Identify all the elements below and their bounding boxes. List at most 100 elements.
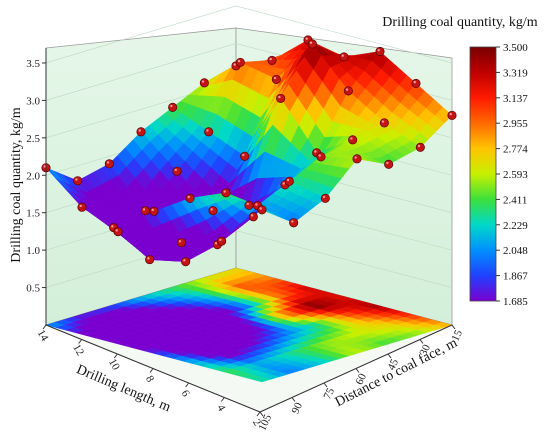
x-tick-label: 10: [106, 357, 122, 373]
data-point-highlight: [273, 76, 277, 80]
data-point-highlight: [106, 161, 110, 164]
colorbar-tick-label: 2.955: [503, 118, 528, 130]
data-point: [204, 127, 214, 137]
colorbar-tick-label: 1.685: [503, 296, 528, 308]
data-point: [73, 176, 83, 186]
data-point: [375, 46, 385, 57]
data-point-highlight: [449, 112, 452, 116]
data-point: [221, 188, 231, 198]
y-tick-label: 30: [418, 342, 434, 357]
data-point-highlight: [291, 220, 294, 223]
data-point-highlight: [377, 48, 380, 52]
data-point: [168, 102, 178, 112]
data-point-highlight: [309, 41, 313, 44]
y-tick-label: 15: [450, 328, 466, 343]
data-point-highlight: [147, 257, 150, 260]
data-point-highlight: [282, 182, 285, 185]
data-point-highlight: [151, 208, 154, 212]
data-point-highlight: [210, 208, 213, 211]
data-point: [77, 202, 87, 212]
data-point: [267, 55, 277, 65]
x-tick-mark: [42, 324, 47, 330]
data-point-highlight: [417, 144, 421, 148]
data-point-highlight: [255, 203, 258, 206]
data-point-highlight: [187, 195, 190, 199]
data-point: [244, 200, 254, 210]
colorbar-ticks: 3.500 3.319 3.137 2.955 2.774 2.593 2.411 2.229…: [496, 42, 528, 308]
x-tick-label: 14: [35, 328, 51, 344]
data-point: [352, 154, 362, 164]
surface-plot: [45, 39, 453, 262]
data-point: [217, 236, 227, 246]
y-tick-label: 75: [322, 386, 338, 401]
colorbar-tick-label: 1.867: [503, 271, 528, 283]
data-point-highlight: [381, 120, 385, 123]
data-point: [136, 127, 146, 137]
data-point: [185, 193, 195, 203]
data-point-highlight: [75, 178, 78, 181]
data-point: [271, 74, 281, 84]
data-point-highlight: [115, 229, 118, 232]
colorbar-tick-label: 2.411: [503, 194, 527, 206]
data-point-highlight: [219, 238, 222, 242]
data-point: [149, 206, 159, 216]
z-tick-label: 3.0: [26, 95, 40, 107]
y-tick-label: 60: [354, 371, 370, 386]
data-point-highlight: [345, 88, 349, 91]
data-point: [104, 159, 114, 169]
data-point-highlight: [250, 214, 254, 217]
data-point-highlight: [314, 150, 317, 153]
y-tick-label: 90: [290, 400, 306, 415]
colorbar-tick-label: 2.593: [503, 169, 528, 181]
floor-cell: [251, 376, 272, 383]
colorbar-tick-label: 2.048: [503, 245, 528, 257]
data-point-highlight: [201, 80, 205, 83]
data-point-highlight: [259, 207, 262, 210]
data-point-highlight: [174, 168, 177, 172]
colorbar: [469, 46, 497, 302]
data-point: [276, 93, 286, 103]
data-point-highlight: [183, 259, 186, 262]
data-point: [379, 118, 389, 128]
data-point-highlight: [413, 80, 416, 84]
data-point-highlight: [223, 190, 226, 193]
z-tick-label: 1.0: [26, 245, 40, 257]
data-point-highlight: [138, 129, 141, 132]
data-point-highlight: [43, 165, 46, 168]
data-point-highlight: [269, 57, 272, 61]
z-gridline: [45, 5, 453, 64]
data-point: [113, 227, 123, 237]
data-point: [307, 39, 317, 49]
z-tick-label: 0.5: [26, 283, 40, 295]
data-point: [348, 135, 358, 145]
data-point: [257, 205, 267, 215]
colorbar-tick-label: 3.137: [503, 93, 528, 105]
y-tick-mark: [451, 324, 456, 330]
x-tick-mark: [78, 339, 83, 344]
data-point: [339, 52, 349, 62]
x-tick-mark: [256, 411, 261, 417]
data-point: [289, 218, 299, 228]
data-point-highlight: [246, 202, 249, 206]
x-tick-mark: [185, 382, 190, 388]
x-tick-label: 6: [179, 388, 192, 399]
data-point: [316, 152, 326, 162]
data-point: [240, 151, 250, 161]
y-tick-mark: [387, 353, 392, 359]
x-tick-label: 12: [70, 342, 86, 358]
data-point: [415, 142, 425, 152]
data-point: [145, 255, 155, 265]
data-point-highlight: [79, 204, 82, 208]
colorbar-tick-label: 3.319: [503, 67, 528, 79]
y-tick-label: 105: [256, 412, 274, 432]
data-point-highlight: [233, 63, 236, 66]
z-gridline: [45, 230, 453, 288]
x-tick-label: 8: [143, 374, 156, 385]
data-point: [320, 193, 330, 203]
data-point: [411, 78, 421, 88]
data-point: [248, 212, 258, 222]
y-tick-mark: [291, 397, 296, 402]
data-point-highlight: [214, 242, 218, 245]
x-tick-mark: [220, 397, 225, 402]
